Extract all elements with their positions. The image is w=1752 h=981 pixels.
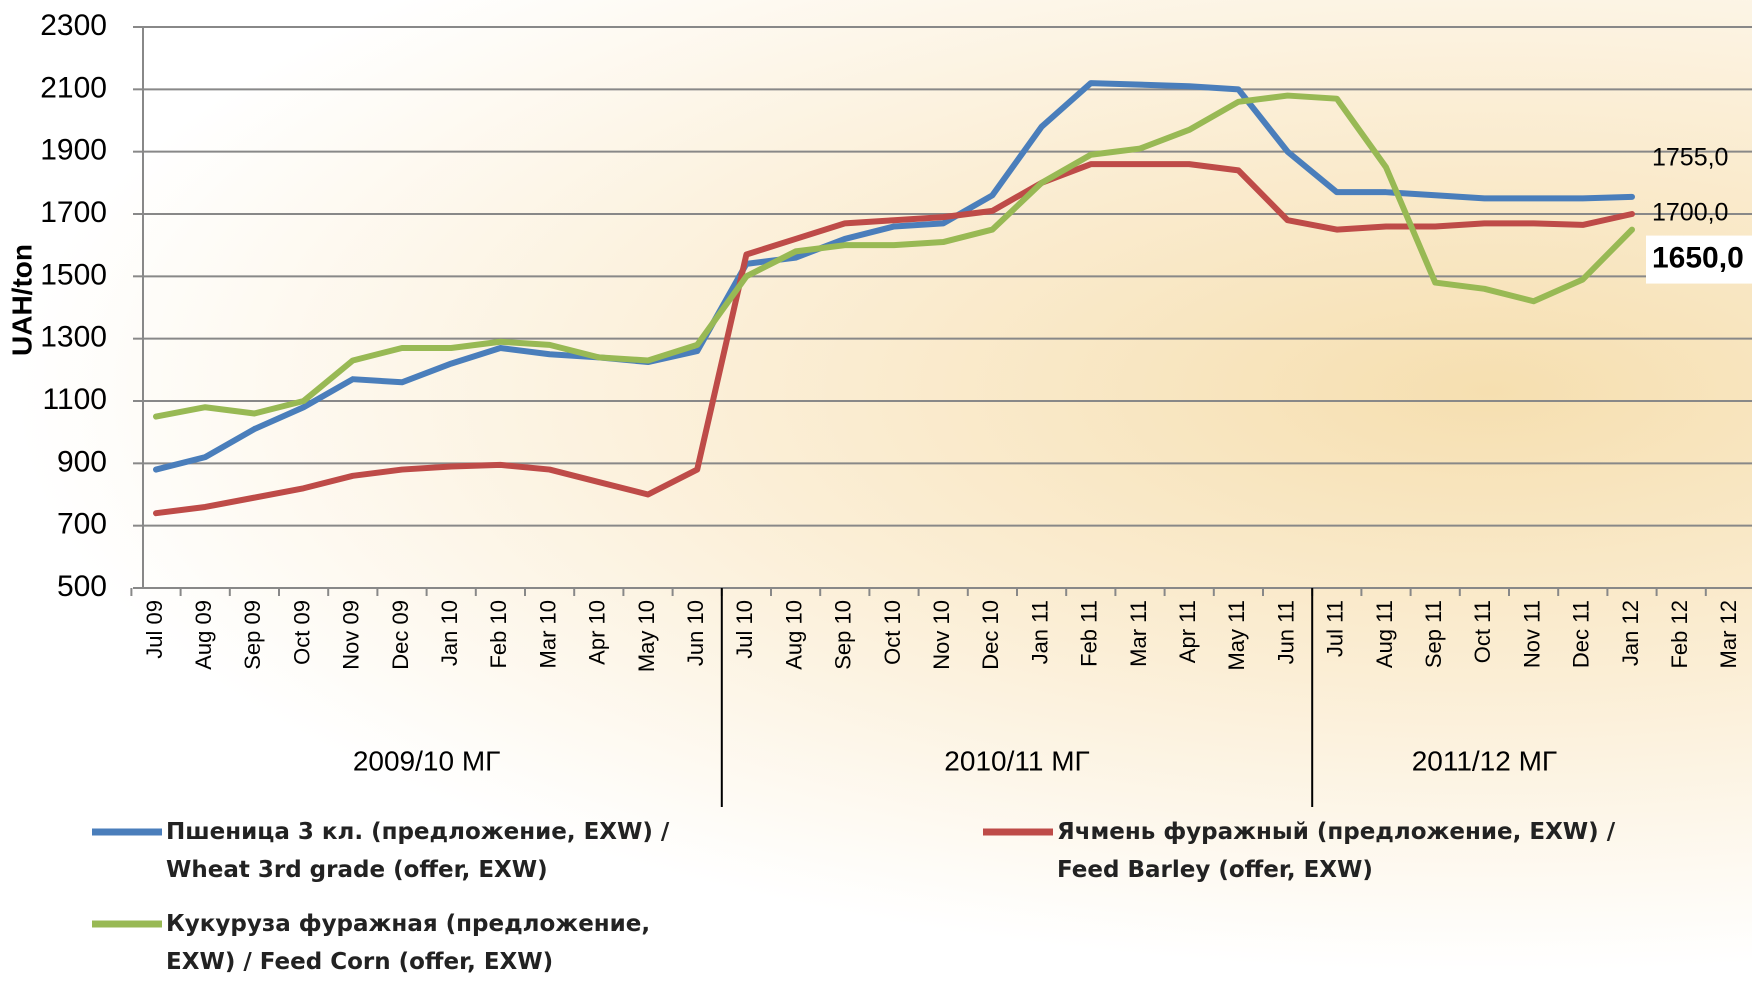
x-tick-label: Feb 12 (1667, 600, 1692, 669)
y-tick-label: 900 (57, 445, 107, 478)
x-tick-label: Jun 10 (683, 600, 708, 666)
x-tick-label: Jul 11 (1323, 600, 1348, 657)
y-tick-label: 2100 (40, 71, 107, 104)
x-tick-label: Feb 11 (1077, 600, 1102, 667)
y-axis-label: UAH/ton (6, 244, 37, 356)
legend-label: Ячмень фуражный (предложение, EXW) / Fee… (1057, 819, 1616, 883)
series-line (153, 161, 1635, 517)
legend-label: Пшеница 3 кл. (предложение, EXW) / Wheat… (166, 819, 670, 883)
y-tick-label: 500 (57, 570, 107, 603)
x-tick-label: Oct 10 (880, 600, 905, 665)
x-tick-label: Feb 10 (486, 600, 511, 669)
y-tick-label: 1900 (40, 134, 107, 167)
y-tick-label: 2300 (40, 9, 107, 42)
y-tick-label: 1700 (40, 196, 107, 229)
x-tick-label: May 10 (634, 600, 659, 672)
y-tick-label: 1300 (40, 321, 107, 354)
x-tick-label: May 11 (1224, 600, 1249, 671)
period-label: 2009/10 МГ (353, 745, 500, 776)
series-line (153, 80, 1635, 473)
x-tick-label: Sep 10 (831, 600, 856, 670)
x-tick-label: Jan 10 (437, 600, 462, 666)
value-label-box (1646, 235, 1752, 284)
x-tick-label: Jun 11 (1273, 600, 1298, 664)
x-tick-label: Mar 10 (535, 600, 560, 668)
x-tick-label: Jan 11 (1027, 600, 1052, 664)
y-tick-label: 700 (57, 508, 107, 541)
period-label: 2010/11 МГ (944, 745, 1089, 776)
legend-label: Кукуруза фуражная (предложение, EXW) / F… (166, 911, 651, 975)
x-tick-label: Dec 11 (1569, 600, 1594, 668)
x-tick-label: Dec 10 (978, 600, 1003, 670)
x-tick-label: Nov 09 (339, 600, 364, 670)
x-tick-label: Jul 10 (732, 600, 757, 659)
value-label: 1650,0 (1652, 242, 1744, 275)
x-tick-label: Jan 12 (1618, 600, 1643, 666)
x-tick-label: Nov 11 (1519, 600, 1544, 668)
x-tick-label: Aug 09 (191, 600, 216, 670)
period-label: 2011/12 МГ (1412, 745, 1557, 776)
x-tick-label: Mar 11 (1126, 600, 1151, 667)
y-tick-label: 1500 (40, 258, 107, 291)
value-label: 1700,0 (1652, 199, 1728, 227)
x-tick-label: Aug 10 (781, 600, 806, 670)
x-tick-label: Oct 09 (289, 600, 314, 665)
x-tick-label: Dec 09 (388, 600, 413, 670)
x-tick-label: Apr 11 (1175, 600, 1200, 663)
x-tick-label: Oct 11 (1470, 600, 1495, 663)
x-tick-label: Sep 11 (1421, 600, 1446, 668)
x-tick-label: Nov 10 (929, 600, 954, 670)
x-tick-label: Apr 10 (585, 600, 610, 665)
value-label: 1755,0 (1652, 143, 1728, 171)
series-line (153, 92, 1635, 420)
x-tick-label: Mar 12 (1716, 600, 1741, 668)
x-tick-label: Jul 09 (142, 600, 167, 659)
y-tick-label: 1100 (42, 383, 107, 416)
x-tick-label: Sep 09 (240, 600, 265, 670)
x-tick-label: Aug 11 (1372, 600, 1397, 668)
